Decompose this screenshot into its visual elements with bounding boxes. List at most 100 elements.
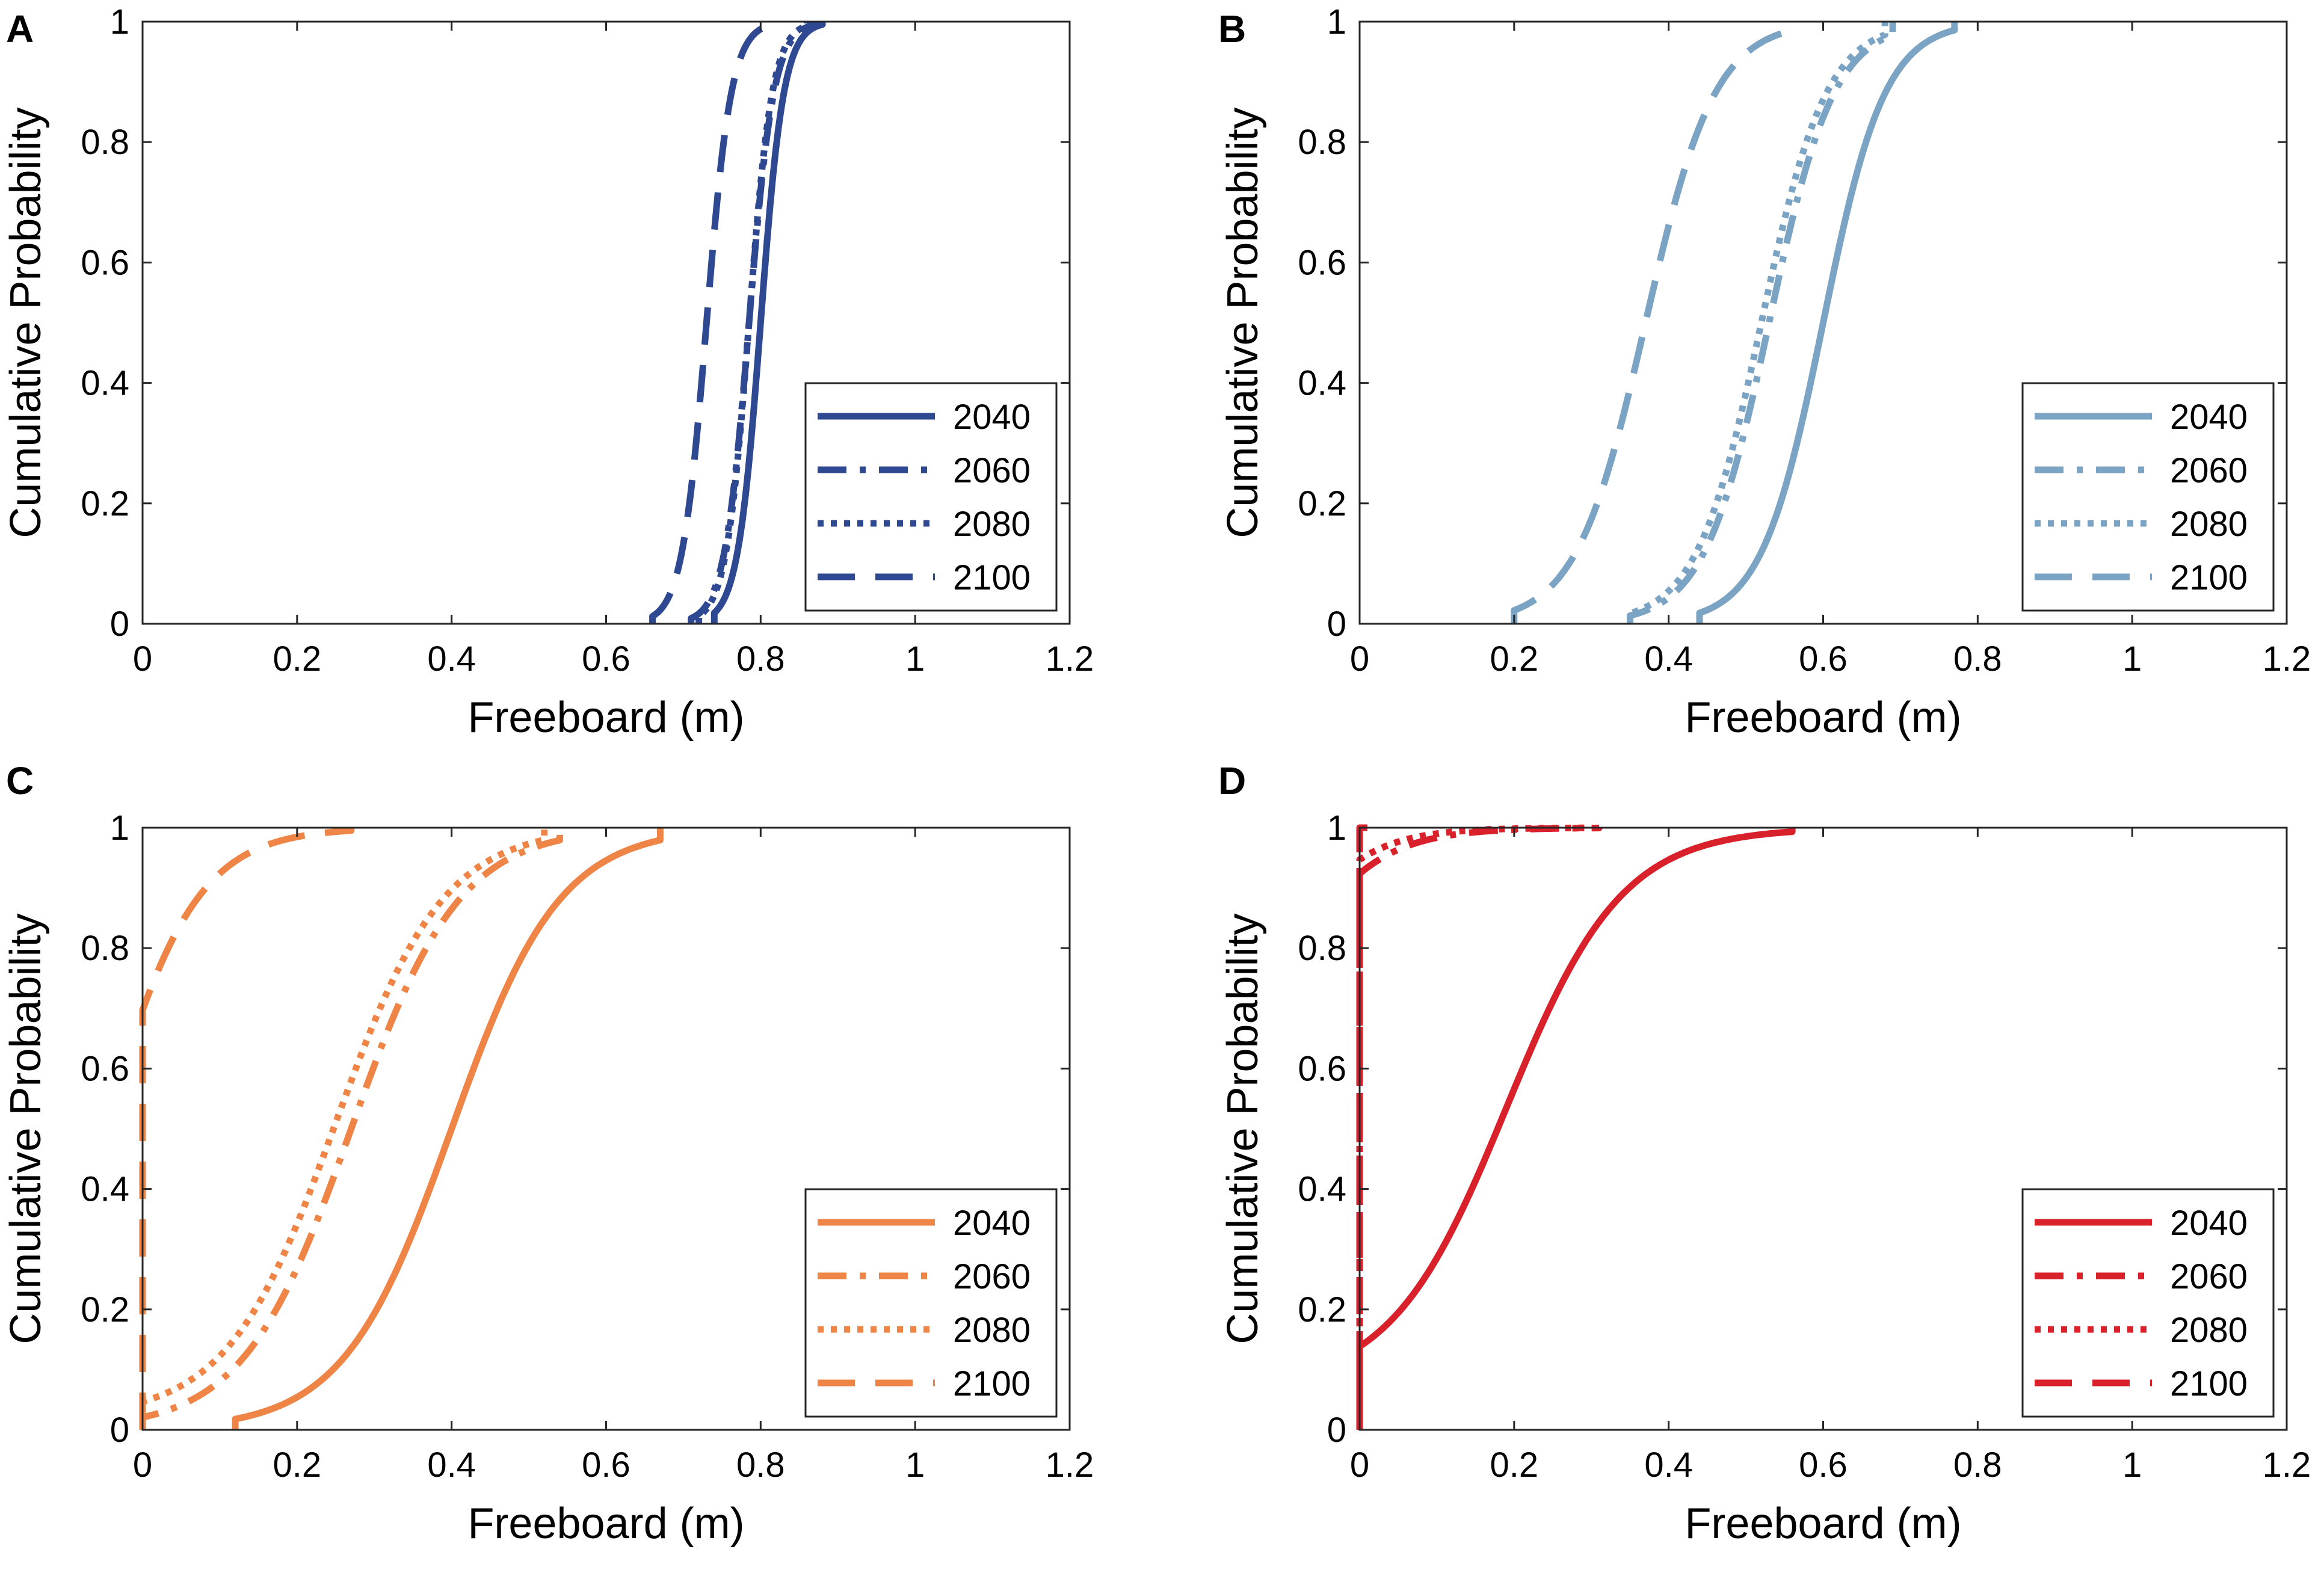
y-axis-title: Cumulative Probability [1219, 107, 1267, 538]
legend-label: 2080 [953, 1311, 1031, 1350]
x-axis-title: Freeboard (m) [1684, 694, 1961, 742]
series-line-2100 [649, 22, 772, 624]
series-group [649, 21, 826, 624]
y-tick-label: 0.2 [81, 484, 129, 523]
x-tick-label: 0.2 [1490, 639, 1539, 679]
legend-box [804, 1188, 1058, 1418]
y-tick-label: 0.4 [1298, 364, 1346, 403]
y-axis-title: Cumulative Probability [2, 913, 50, 1344]
legend-label: 2100 [2170, 558, 2248, 597]
series-group [1356, 824, 1796, 1430]
chart-panel-d: D 0 0.2 0.4 0.6 0.8 1 1.2 0 0.2 0.4 0.6 0.8 1 Freeboar… [1218, 759, 2311, 1548]
y-tick-label: 0.4 [1298, 1170, 1346, 1209]
x-tick-label: 0.4 [1644, 639, 1693, 679]
legend: 2040 2060 2080 2100 [2021, 382, 2275, 612]
x-tick-label: 0 [1350, 1445, 1369, 1485]
y-tick-label: 0 [110, 605, 129, 644]
series-line-2040 [232, 828, 664, 1430]
series-line-2100 [1511, 22, 1796, 624]
x-tick-label: 0.6 [1799, 1445, 1848, 1485]
y-tick-label: 0.8 [81, 123, 129, 162]
legend-box [804, 382, 1058, 612]
series-group [1511, 22, 1958, 624]
legend: 2040 2060 2080 2100 [804, 1188, 1058, 1418]
y-tick-label: 0 [1327, 1411, 1346, 1450]
y-tick-label: 0 [110, 1411, 129, 1450]
series-line-2080 [139, 828, 548, 1430]
legend-label: 2060 [2170, 451, 2248, 490]
x-tick-label: 0.4 [427, 639, 476, 679]
chart-panel-b: B 0 0.2 0.4 0.6 0.8 1 1.2 0 0.2 0.4 0.6 0.8 1 Freeboar… [1218, 2, 2311, 742]
y-tick-label: 1 [1327, 2, 1346, 42]
y-tick-label: 0.6 [81, 243, 129, 282]
panel-label: B [1218, 7, 1246, 51]
x-tick-label: 0.8 [736, 639, 785, 679]
y-tick-label: 0 [1327, 605, 1346, 644]
chart-panel-a: A 0 0.2 0.4 0.6 0.8 1 1.2 0 0.2 0.4 0.6 0.8 1 Freeboar… [2, 2, 1094, 742]
legend-label: 2080 [2170, 1311, 2248, 1350]
y-tick-label: 0.4 [81, 1170, 129, 1209]
x-tick-label: 0 [133, 639, 152, 679]
panel-label: A [6, 7, 34, 51]
x-tick-label: 1.2 [2263, 639, 2311, 679]
x-tick-label: 0 [133, 1445, 152, 1485]
x-tick-label: 0.8 [736, 1445, 785, 1485]
y-tick-label: 0.2 [81, 1290, 129, 1329]
legend-label: 2080 [953, 505, 1031, 544]
series-line-2100 [139, 827, 355, 1430]
legend-label: 2040 [953, 1204, 1031, 1243]
x-tick-label: 0.8 [1953, 639, 2002, 679]
panel-label: C [6, 759, 34, 802]
y-tick-label: 0.2 [1298, 484, 1346, 523]
y-axis-title: Cumulative Probability [2, 107, 50, 538]
legend-label: 2060 [953, 1257, 1031, 1296]
x-tick-label: 0.2 [273, 639, 322, 679]
legend-box [2021, 1188, 2275, 1418]
x-tick-label: 0.8 [1953, 1445, 2002, 1485]
series-line-2060 [139, 828, 563, 1430]
x-tick-label: 0.6 [582, 639, 630, 679]
x-tick-label: 0.6 [1799, 639, 1848, 679]
x-tick-label: 0.2 [273, 1445, 322, 1485]
y-tick-label: 0.6 [1298, 1049, 1346, 1088]
series-line-2040 [1696, 22, 1958, 624]
y-tick-label: 0.8 [81, 929, 129, 968]
x-tick-label: 1.2 [1046, 1445, 1094, 1485]
legend-label: 2060 [953, 451, 1031, 490]
legend-label: 2040 [2170, 398, 2248, 437]
x-tick-label: 1 [905, 639, 925, 679]
legend-label: 2040 [2170, 1204, 2248, 1243]
legend: 2040 2060 2080 2100 [804, 382, 1058, 612]
legend-label: 2100 [2170, 1364, 2248, 1403]
y-tick-label: 0.4 [81, 364, 129, 403]
x-tick-label: 0 [1350, 639, 1369, 679]
y-tick-label: 1 [110, 2, 129, 42]
x-tick-label: 0.4 [427, 1445, 476, 1485]
x-tick-label: 0.6 [582, 1445, 630, 1485]
legend-box [2021, 382, 2275, 612]
legend-label: 2100 [953, 1364, 1031, 1403]
x-tick-label: 1 [2122, 1445, 2142, 1485]
x-axis-title: Freeboard (m) [467, 694, 744, 742]
x-tick-label: 1 [905, 1445, 925, 1485]
series-line-2060 [1356, 825, 1603, 1430]
legend-label: 2040 [953, 398, 1031, 437]
legend-label: 2060 [2170, 1257, 2248, 1296]
y-tick-label: 0.6 [81, 1049, 129, 1088]
y-tick-label: 1 [1327, 808, 1346, 848]
y-tick-label: 1 [110, 808, 129, 848]
series-line-2080 [1356, 824, 1595, 1430]
legend: 2040 2060 2080 2100 [2021, 1188, 2275, 1418]
y-tick-label: 0.8 [1298, 123, 1346, 162]
series-line-2040 [1356, 828, 1796, 1430]
chart-panel-c: C 0 0.2 0.4 0.6 0.8 1 1.2 0 0.2 0.4 0.6 0.8 1 Freeboar… [2, 759, 1094, 1548]
series-group [139, 827, 664, 1430]
x-tick-label: 1.2 [2263, 1445, 2311, 1485]
x-axis-title: Freeboard (m) [1684, 1500, 1961, 1548]
x-axis-title: Freeboard (m) [467, 1500, 744, 1548]
y-tick-label: 0.6 [1298, 243, 1346, 282]
legend-label: 2100 [953, 558, 1031, 597]
series-line-2080 [695, 22, 810, 624]
y-tick-label: 0.2 [1298, 1290, 1346, 1329]
